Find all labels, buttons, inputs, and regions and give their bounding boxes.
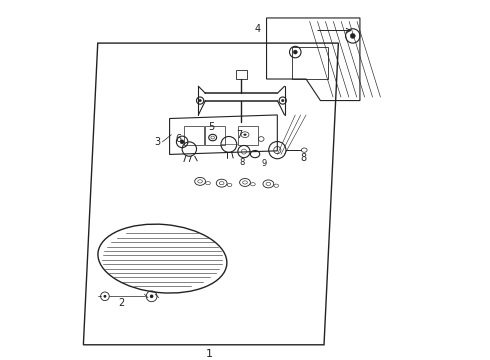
Bar [205,126,225,145]
Text: 8: 8 [240,158,245,167]
Bar [184,126,204,145]
Circle shape [281,99,284,102]
Circle shape [294,50,297,54]
Text: 6: 6 [175,134,182,144]
Ellipse shape [244,134,246,136]
Text: 8: 8 [300,153,306,163]
Text: 5: 5 [208,122,214,132]
Text: 1: 1 [206,349,213,359]
Bar [238,126,258,145]
Text: 9: 9 [261,158,267,167]
Circle shape [199,99,201,102]
Circle shape [180,140,184,144]
Circle shape [150,294,153,298]
Text: 7: 7 [236,130,242,140]
Circle shape [103,295,106,298]
Circle shape [350,33,355,39]
Text: 2: 2 [118,298,124,309]
Text: 3: 3 [154,137,160,147]
Bar [292,47,328,79]
Text: 4: 4 [254,24,261,34]
Bar [236,70,247,79]
